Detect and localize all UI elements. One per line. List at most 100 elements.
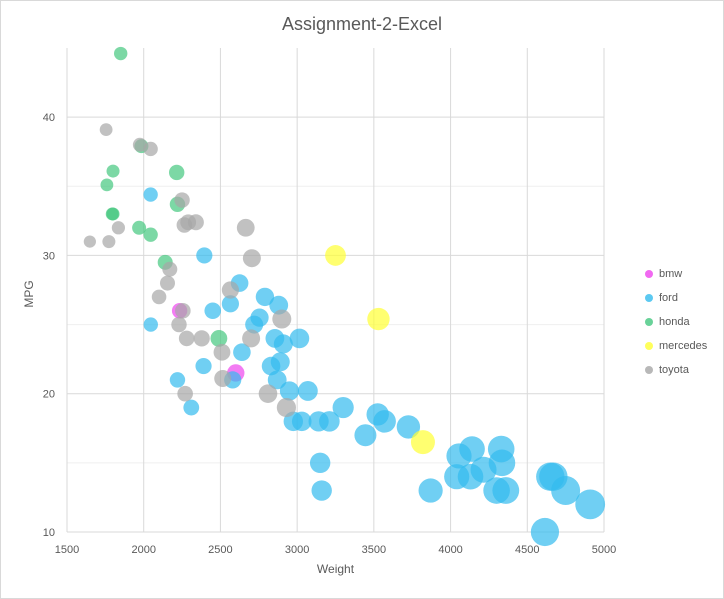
legend-item-mercedes: mercedes [645, 334, 724, 358]
point-ford [169, 372, 186, 388]
point-ford [319, 411, 340, 432]
x-tick-label: 4500 [515, 544, 539, 556]
point-ford [183, 399, 200, 416]
point-toyota [132, 137, 147, 152]
point-ford [196, 247, 213, 264]
point-honda [169, 164, 185, 181]
point-toyota [276, 397, 297, 418]
y-tick-label: 10 [43, 527, 55, 539]
point-toyota [187, 214, 204, 231]
point-toyota [151, 289, 167, 305]
point-ford [291, 411, 312, 432]
legend-label: mercedes [659, 340, 708, 352]
point-honda [132, 220, 147, 235]
point-ford [396, 415, 421, 439]
legend-label: toyota [659, 364, 689, 376]
point-ford [459, 436, 485, 462]
legend-swatch [645, 342, 653, 350]
point-ford [221, 295, 240, 313]
point-honda [210, 330, 228, 347]
point-toyota [213, 343, 231, 361]
legend-item-honda: honda [645, 310, 724, 334]
y-tick-label: 40 [43, 112, 55, 124]
point-toyota [178, 330, 195, 347]
x-axis-ticks: 1500 2000 2500 3000 3500 4000 4500 5000 [55, 544, 616, 556]
legend-swatch [645, 270, 653, 278]
point-ford [279, 381, 300, 401]
point-ford [551, 476, 581, 506]
point-ford [492, 477, 520, 504]
point-mercedes [367, 307, 390, 331]
point-ford [270, 352, 290, 372]
x-tick-label: 3000 [285, 544, 309, 556]
point-toyota [111, 221, 125, 235]
point-toyota [236, 218, 255, 237]
y-axis-ticks: 10 20 30 40 [43, 112, 55, 539]
point-ford [488, 449, 516, 477]
y-axis-title: MPG [22, 280, 36, 307]
x-tick-label: 5000 [592, 544, 616, 556]
point-toyota [102, 235, 116, 249]
point-ford [418, 478, 443, 503]
y-tick-label: 20 [43, 389, 55, 401]
point-ford [354, 424, 377, 447]
point-mercedes [325, 245, 346, 266]
y-tick-label: 30 [43, 250, 55, 262]
point-toyota [174, 192, 190, 208]
legend-label: honda [659, 316, 690, 328]
point-toyota [221, 281, 240, 299]
point-toyota [171, 316, 187, 333]
point-toyota [159, 275, 175, 291]
legend-item-bmw: bmw [645, 262, 724, 286]
point-ford [250, 308, 269, 327]
legend-label: bmw [659, 268, 683, 280]
point-ford [273, 334, 293, 354]
point-ford [311, 480, 332, 501]
legend-item-toyota: toyota [645, 358, 724, 382]
point-honda [106, 207, 120, 221]
legend-swatch [645, 366, 653, 374]
point-ford [373, 410, 396, 433]
point-toyota [258, 384, 278, 404]
x-tick-label: 2500 [208, 544, 232, 556]
point-toyota [143, 141, 158, 157]
point-ford [233, 343, 251, 362]
legend-label: ford [659, 292, 678, 304]
point-honda [143, 227, 158, 242]
point-toyota [175, 302, 191, 319]
point-toyota [83, 235, 96, 248]
x-tick-label: 2000 [131, 544, 155, 556]
point-ford [575, 489, 606, 520]
x-axis-title: Weight [317, 562, 355, 576]
legend-swatch [645, 318, 653, 326]
x-tick-label: 3500 [362, 544, 386, 556]
point-ford [143, 187, 158, 202]
point-toyota [242, 249, 261, 268]
point-ford [255, 287, 275, 307]
point-mercedes [410, 430, 435, 455]
point-ford [204, 302, 222, 320]
legend-item-ford: ford [645, 286, 724, 310]
point-toyota [214, 370, 232, 388]
gridlines [66, 48, 605, 533]
point-toyota [99, 123, 113, 136]
point-toyota [242, 329, 261, 348]
x-tick-label: 1500 [55, 544, 79, 556]
data-points [83, 46, 606, 547]
point-ford [195, 357, 212, 375]
point-honda [100, 178, 114, 192]
point-toyota [193, 330, 210, 347]
point-toyota [177, 385, 193, 402]
point-honda [106, 164, 120, 178]
chart-title: Assignment-2-Excel [281, 14, 443, 34]
point-ford [143, 317, 158, 332]
point-ford [309, 452, 331, 474]
point-ford [289, 328, 310, 349]
point-ford [267, 370, 287, 390]
x-tick-label: 4000 [438, 544, 462, 556]
point-honda [114, 46, 128, 61]
point-toyota [162, 261, 178, 277]
point-ford [297, 381, 318, 401]
point-ford [530, 517, 560, 547]
